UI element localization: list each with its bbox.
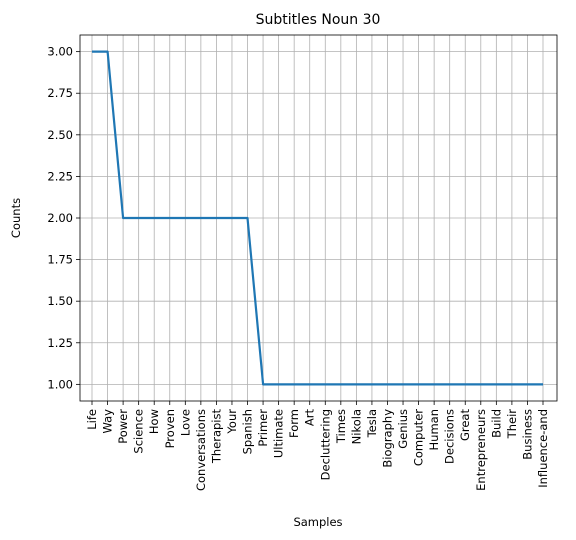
y-tick-label: 1.00 bbox=[47, 377, 73, 391]
x-tick-label: Times bbox=[334, 409, 348, 444]
x-tick-label: Conversations bbox=[194, 409, 208, 491]
y-axis-label: Counts bbox=[9, 198, 23, 238]
x-tick-label: Business bbox=[520, 409, 534, 460]
y-axis: 1.00 1.25 1.50 1.75 2.00 2.25 2.50 2.75 3.00 bbox=[47, 45, 80, 391]
x-axis-label: Samples bbox=[293, 515, 342, 529]
chart-title: Subtitles Noun 30 bbox=[256, 12, 381, 28]
x-tick-label: Human bbox=[427, 409, 441, 450]
y-tick-label: 2.75 bbox=[47, 86, 73, 100]
y-tick-label: 2.00 bbox=[47, 211, 73, 225]
x-tick-label: Spanish bbox=[241, 409, 255, 454]
series bbox=[92, 50, 543, 386]
x-tick-label: Decisions bbox=[443, 409, 457, 464]
x-tick-label: Primer bbox=[256, 409, 270, 447]
x-tick-label: Therapist bbox=[209, 409, 223, 465]
y-tick-label: 2.50 bbox=[47, 128, 73, 142]
series-line bbox=[92, 50, 543, 386]
x-tick-label: Ultimate bbox=[272, 409, 286, 458]
y-tick-label: 1.75 bbox=[47, 253, 73, 267]
x-tick-label: Build bbox=[489, 409, 503, 438]
y-tick-label: 1.50 bbox=[47, 294, 73, 308]
x-tick-label: Great bbox=[458, 409, 472, 442]
y-tick-label: 3.00 bbox=[47, 45, 73, 59]
x-tick-label: Genius bbox=[396, 409, 410, 449]
x-tick-label: Computer bbox=[412, 409, 426, 466]
x-tick-label: Biography bbox=[380, 409, 394, 468]
x-tick-label: Art bbox=[303, 409, 317, 427]
x-tick-label: Way bbox=[101, 409, 115, 434]
x-tick-label: Entrepreneurs bbox=[474, 409, 488, 491]
y-tick-label: 1.25 bbox=[47, 336, 73, 350]
x-tick-label: Their bbox=[505, 409, 519, 440]
x-tick-label: Nikola bbox=[349, 409, 363, 444]
y-tick-label: 2.25 bbox=[47, 169, 73, 183]
x-tick-label: Your bbox=[225, 409, 239, 435]
x-tick-label: Life bbox=[85, 409, 99, 430]
x-tick-label: How bbox=[147, 409, 161, 434]
x-tick-label: Love bbox=[178, 409, 192, 436]
x-axis: Life Way Power Science How Proven Love Conversa… bbox=[85, 401, 550, 491]
x-tick-label: Form bbox=[287, 409, 301, 438]
x-tick-label: Tesla bbox=[365, 409, 379, 438]
x-tick-label: Power bbox=[116, 409, 130, 444]
x-tick-label: Influence-and bbox=[536, 409, 550, 488]
x-tick-label: Proven bbox=[163, 409, 177, 448]
x-tick-label: Science bbox=[132, 409, 146, 454]
x-tick-label: Decluttering bbox=[318, 409, 332, 480]
